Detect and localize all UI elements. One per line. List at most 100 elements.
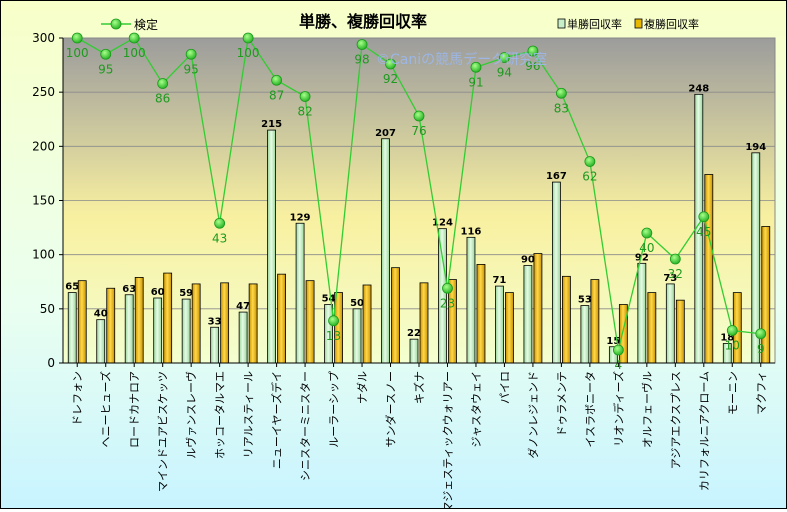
line-point xyxy=(755,328,767,340)
chart-watermark: ©Caniの競馬データ研究室 xyxy=(376,51,547,68)
bar-tan xyxy=(238,311,248,364)
bar-tan-value-label: 22 xyxy=(407,328,421,339)
y-tick-label: 100 xyxy=(32,248,55,262)
line-point-label: 62 xyxy=(582,170,597,184)
line-point-label: 100 xyxy=(237,46,260,60)
line-point-label: 96 xyxy=(525,59,540,73)
bar-tan xyxy=(523,265,533,364)
bar-tan xyxy=(466,236,476,364)
bar-tan-value-label: 167 xyxy=(546,171,567,182)
x-tick-label: キズナ xyxy=(412,371,426,404)
line-point xyxy=(157,78,169,89)
bar-tan-value-label: 54 xyxy=(322,294,336,305)
bar-tan-value-label: 207 xyxy=(375,128,396,139)
bar-tan-value-label: 116 xyxy=(461,226,482,237)
line-point xyxy=(669,253,681,265)
line-point xyxy=(726,325,738,336)
bar-fuku xyxy=(647,292,657,364)
line-point-label: 9 xyxy=(757,342,765,356)
legend-fuku-label: 複勝回収率 xyxy=(644,17,699,31)
line-point xyxy=(271,74,283,86)
bar-fuku xyxy=(248,283,258,364)
bar-tan xyxy=(580,305,590,364)
line-point-label: 82 xyxy=(297,105,312,119)
line-point xyxy=(442,282,453,294)
line-point-label: 94 xyxy=(497,66,512,80)
bar-tan xyxy=(67,292,77,364)
bar-fuku xyxy=(77,280,87,364)
y-tick-label: 200 xyxy=(32,139,55,153)
x-tick-label: ルヴァンスレーヴ xyxy=(184,371,198,459)
line-point xyxy=(128,32,140,44)
bar-fuku xyxy=(163,272,173,364)
line-point xyxy=(299,91,311,102)
bar-tan-value-label: 73 xyxy=(663,273,677,284)
line-point xyxy=(612,344,624,356)
bar-tan xyxy=(295,222,305,364)
y-tick-label: 300 xyxy=(32,31,55,45)
line-point xyxy=(356,39,368,50)
bar-tan-value-label: 59 xyxy=(179,288,193,299)
legend-line-label: 検定 xyxy=(134,17,158,32)
line-point-label: 100 xyxy=(123,46,146,60)
line-point xyxy=(328,315,339,327)
bar-tan-value-label: 124 xyxy=(432,218,453,229)
line-point-label: 83 xyxy=(554,101,569,115)
bar-fuku xyxy=(305,280,315,364)
bar-tan-value-label: 71 xyxy=(492,275,506,286)
bar-tan-value-label: 90 xyxy=(521,255,535,266)
line-point-label: 86 xyxy=(155,92,170,106)
line-point-label: 92 xyxy=(383,72,398,86)
bar-tan xyxy=(381,138,390,364)
line-point-label: 98 xyxy=(354,53,369,67)
bar-fuku xyxy=(391,267,400,364)
bar-tan xyxy=(181,298,191,364)
line-point xyxy=(385,58,396,70)
x-tick-label: モーニン xyxy=(726,371,739,415)
chart-legend: 検定 単勝回収率 複勝回収率 xyxy=(101,17,699,32)
x-tick-label: ドゥラメンテ xyxy=(555,371,568,437)
line-point-label: 91 xyxy=(468,75,483,89)
y-tick-label: 150 xyxy=(32,194,55,208)
bar-tan-value-label: 129 xyxy=(290,212,311,223)
bar-tan-value-label: 15 xyxy=(606,336,620,347)
x-tick-label: ヘニーヒューズ xyxy=(99,371,113,447)
line-point xyxy=(214,217,226,229)
y-tick-label: 250 xyxy=(32,85,55,99)
line-point-label: 40 xyxy=(639,241,654,255)
legend-line-marker xyxy=(110,18,122,30)
bar-fuku xyxy=(134,277,144,364)
y-tick-label: 50 xyxy=(40,302,55,316)
legend-tan-swatch xyxy=(557,18,566,29)
y-tick-label: 0 xyxy=(47,356,55,370)
bar-tan xyxy=(210,326,220,364)
bar-fuku xyxy=(476,264,486,364)
bar-tan-value-label: 92 xyxy=(635,252,649,263)
line-point-label: 43 xyxy=(212,231,227,245)
bar-tan-value-label: 53 xyxy=(578,295,592,306)
x-tick-label: マインドユアビスケッツ xyxy=(157,371,170,492)
legend-tan-label: 単勝回収率 xyxy=(567,17,622,31)
bar-tan xyxy=(153,297,163,364)
x-tick-label: ニューイヤーズデイ xyxy=(270,371,284,469)
x-tick-label: パイロ xyxy=(498,371,511,404)
bar-fuku xyxy=(590,279,600,364)
bar-fuku xyxy=(362,284,372,364)
x-tick-label: カリフォルニアクローム xyxy=(698,371,711,491)
bar-tan-value-label: 50 xyxy=(350,298,364,309)
x-tick-label: ロードカナロア xyxy=(128,371,141,448)
x-tick-label: サンダースノー xyxy=(384,371,398,447)
line-point xyxy=(71,32,83,44)
bar-fuku xyxy=(191,283,201,364)
line-point xyxy=(100,48,112,60)
x-tick-label: マクフィ xyxy=(755,371,768,415)
line-point-label: 10 xyxy=(725,339,740,353)
x-tick-label: ホッコータルマエ xyxy=(214,371,227,459)
bar-tan-value-label: 47 xyxy=(236,301,250,312)
line-point xyxy=(499,52,510,63)
line-point xyxy=(470,61,482,73)
x-tick-label: リアルスティール xyxy=(242,371,255,458)
bar-tan xyxy=(637,262,647,364)
